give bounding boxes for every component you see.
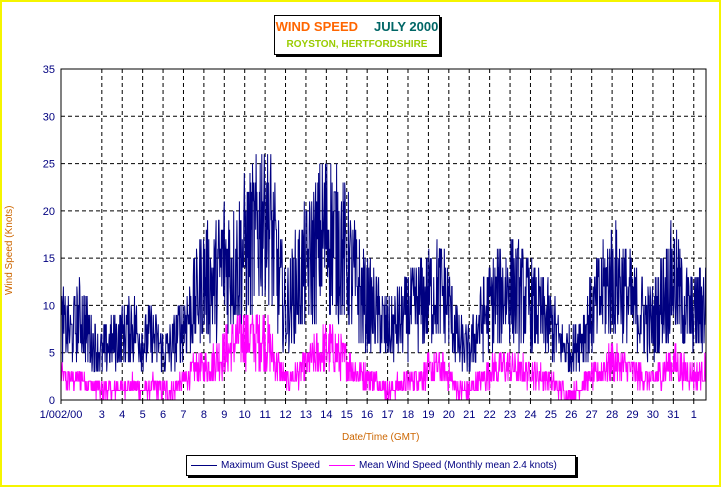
y-tick-label: 5: [49, 348, 55, 360]
x-tick-label: 18: [402, 409, 414, 421]
x-tick-label: 14: [320, 409, 332, 421]
x-tick-label: 12: [279, 409, 291, 421]
x-tick-label: 26: [565, 409, 577, 421]
chart-title: WIND SPEED JULY 2000: [275, 19, 439, 34]
x-tick-label: 30: [647, 409, 659, 421]
x-tick-label: 17: [381, 409, 393, 421]
y-tick-label: 35: [43, 64, 55, 76]
x-tick-label: 3: [99, 409, 105, 421]
series-gust-line: [60, 154, 707, 373]
x-tick-label: 8: [201, 409, 207, 421]
legend-swatch-mean: [329, 464, 355, 466]
x-tick-label: 27: [586, 409, 598, 421]
x-tick-label: 10: [239, 409, 251, 421]
x-tick-label: 29: [626, 409, 638, 421]
y-tick-label: 30: [43, 111, 55, 123]
y-tick-label: 15: [43, 253, 55, 265]
legend-label-mean: Mean Wind Speed (Monthly mean 2.4 knots): [359, 460, 557, 471]
y-tick-label: 25: [43, 159, 55, 171]
x-tick-label: 4: [119, 409, 125, 421]
x-tick-label: 24: [524, 409, 536, 421]
x-tick-label: 15: [341, 409, 353, 421]
x-tick-label: 16: [361, 409, 373, 421]
x-tick-label: 1/002/00: [40, 409, 83, 421]
y-tick-label: 20: [43, 206, 55, 218]
x-tick-labels: 1/002/00 3 4 5 6 7 8 9 10 11 12 13 14 15 16 17 18 19 20 21 2…: [40, 409, 697, 421]
gust-series: [60, 154, 707, 373]
legend-label-gust: Maximum Gust Speed: [221, 460, 320, 471]
x-tick-label: 1: [691, 409, 697, 421]
legend-swatch-gust: [191, 464, 217, 466]
x-tick-label: 5: [140, 409, 146, 421]
title-period: JULY 2000: [374, 19, 439, 34]
title-main: WIND SPEED: [275, 19, 358, 34]
x-tick-label: 25: [545, 409, 557, 421]
x-tick-label: 23: [504, 409, 516, 421]
legend-item-mean: Mean Wind Speed (Monthly mean 2.4 knots): [329, 460, 557, 471]
chart-subtitle: ROYSTON, HERTFORDSHIRE: [286, 39, 428, 50]
axes: [60, 68, 707, 404]
x-tick-label: 6: [160, 409, 166, 421]
x-tick-label: 31: [667, 409, 679, 421]
x-tick-label: 21: [463, 409, 475, 421]
legend-item-gust: Maximum Gust Speed: [191, 460, 320, 471]
x-tick-label: 28: [606, 409, 618, 421]
plot-area: [60, 68, 707, 401]
x-tick-label: 7: [180, 409, 186, 421]
x-tick-label: 9: [221, 409, 227, 421]
x-tick-label: 19: [422, 409, 434, 421]
x-axis-label: Date/Time (GMT): [342, 432, 420, 443]
chart-title-box: WIND SPEED JULY 2000 ROYSTON, HERTFORDSHI…: [274, 15, 440, 55]
legend: Maximum Gust Speed Mean Wind Speed (Mont…: [186, 455, 576, 476]
x-tick-label: 20: [443, 409, 455, 421]
y-axis-label: Wind Speed (Knots): [4, 205, 15, 296]
x-tick-label: 22: [484, 409, 496, 421]
x-tick-label: 11: [259, 409, 270, 421]
x-tick-label: 13: [300, 409, 312, 421]
y-tick-label: 10: [43, 300, 55, 312]
y-tick-labels: 0 5 10 15 20 25 30 35: [43, 64, 55, 407]
y-tick-label: 0: [49, 395, 55, 407]
